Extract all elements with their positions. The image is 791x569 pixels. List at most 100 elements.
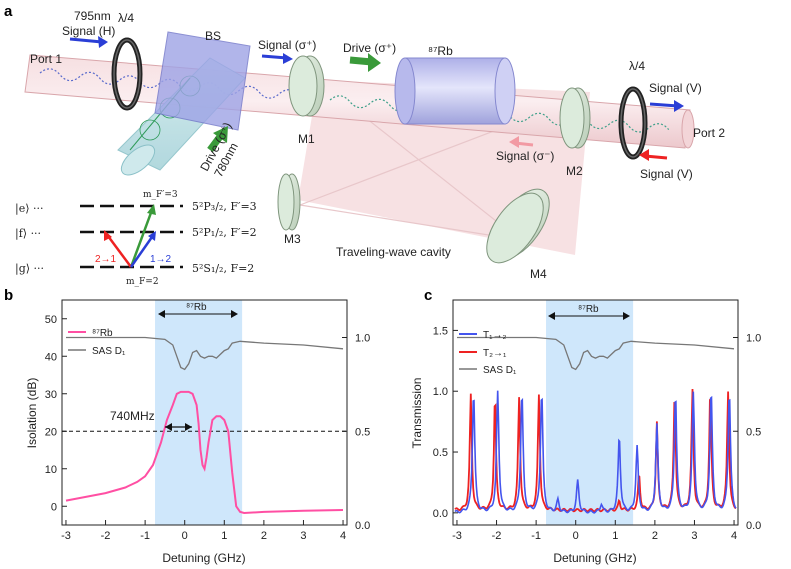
trans-12-label: 1→2: [150, 254, 172, 265]
panel-b-y-axis-left: 0 10 20 30 40 50: [45, 314, 67, 513]
panel-c-legend: T₁→₂ T₂→₁ SAS D₁: [459, 330, 517, 376]
panel-b: b -3 -2 -1 0 1 2 3 4 0 10 20 30 40 50 0.0 0.5 1.0 740M…: [4, 287, 370, 565]
term-g-label: 5²S₁/₂, F=2: [192, 262, 254, 275]
drive-transition-arrowhead: [147, 204, 156, 215]
rb-region-arrowhead-left: [158, 310, 165, 318]
t12-line: [454, 390, 737, 514]
panel-b-x-axis: -3 -2 -1 0 1 2 3 4: [61, 520, 346, 542]
signal-v-out-arrowhead: [674, 100, 684, 112]
panel-c-frame: [452, 299, 739, 526]
signal-sigma-minus-arrowhead: [509, 136, 519, 148]
m3-label: M3: [284, 232, 301, 246]
y-tick-label: 40: [45, 351, 57, 363]
panel-b-xlabel: Detuning (GHz): [162, 551, 245, 565]
beam-splitter: [154, 31, 251, 131]
rb-cell-face-left: [394, 57, 416, 125]
energy-level-diagram: |e⟩ ··· |f⟩ ··· |g⟩ ··· 5²P₃/₂, F′=3 5²P…: [15, 190, 257, 287]
panel-c-label: c: [424, 287, 432, 304]
panel-b-ylabel: Isolation (dB): [25, 378, 39, 449]
x-tick-label: -3: [61, 530, 71, 542]
rb-cell: [394, 57, 516, 125]
wavelength-795-label: 795nm: [74, 9, 111, 23]
drive-transition-arrow: [129, 209, 154, 268]
level-g-label: |g⟩ ···: [15, 262, 44, 276]
rb-region-shading: [155, 300, 243, 525]
annotation-arrowhead-right: [185, 423, 192, 431]
panel-b-legend: ⁸⁷Rb SAS D₁: [68, 328, 126, 357]
rb-region-arrowhead-right: [623, 312, 630, 320]
rb-label: ⁸⁷Rb: [428, 44, 453, 58]
arrows: [69, 36, 684, 161]
signal-h-label: Signal (H): [62, 24, 115, 38]
panel-c-x-axis: -3 -2 -1 0 1 2 3 4: [452, 520, 737, 542]
legend-sas-label: SAS D₁: [92, 346, 126, 357]
level-e-label: |e⟩ ···: [15, 202, 44, 216]
m3-face: [277, 173, 295, 231]
blue-transition-arrowhead: [148, 231, 156, 241]
legend-sas-label: SAS D₁: [483, 365, 517, 376]
m2-face: [559, 87, 585, 149]
legend-t21-label: T₂→₁: [483, 348, 507, 359]
rb87-isolation-line: [65, 390, 344, 515]
x-tick-label: 3: [691, 530, 697, 542]
signal-sigma-arrow: [261, 54, 288, 60]
x-tick-label: -2: [492, 530, 502, 542]
y-tick-label: 0: [51, 501, 57, 513]
mf-label: m_F=2: [126, 277, 159, 287]
x-tick-label: 0: [182, 530, 188, 542]
panel-c-y-axis-left: 0.0 0.5 1.0 1.5: [433, 325, 458, 520]
y-tick-label: 1.0: [433, 386, 448, 398]
rb-region-label: ⁸⁷Rb: [578, 304, 599, 315]
panel-b-frame: [61, 299, 348, 526]
rb-region-shading: [546, 300, 634, 525]
annotation-740mhz: 740MHz: [110, 409, 192, 431]
drive-beam-end: [120, 144, 156, 176]
term-f-label: 5²P₁/₂, F′=2: [192, 226, 257, 239]
x-tick-label: 1: [612, 530, 618, 542]
mirror-m1: [288, 55, 325, 117]
rb-region-arrow: ⁸⁷Rb: [548, 304, 630, 320]
y2-tick-label: 0.0: [355, 520, 370, 532]
m1-face: [288, 55, 318, 117]
signal-h-arrow: [69, 37, 103, 44]
y2-tick-label: 0.0: [746, 520, 761, 532]
y-tick-label: 50: [45, 314, 57, 326]
port2-label: Port 2: [693, 126, 725, 140]
m1-label: M1: [298, 132, 315, 146]
signal-h-arrowhead: [98, 36, 108, 48]
y-tick-label: 0.5: [433, 447, 448, 459]
panel-c-y-axis-right: 0.0 0.5 1.0: [733, 333, 761, 532]
signal-v-in-arrowhead: [639, 149, 649, 161]
m2-label: M2: [566, 164, 583, 178]
rb-region-arrow: ⁸⁷Rb: [158, 302, 238, 318]
y-tick-label: 10: [45, 464, 57, 476]
panel-b-label: b: [4, 287, 13, 304]
annotation-740mhz-label: 740MHz: [110, 409, 155, 423]
y-tick-label: 20: [45, 426, 57, 438]
cavity-beam-line: [299, 204, 521, 241]
panel-c-xlabel: Detuning (GHz): [553, 551, 636, 565]
drive-helix-ring: [139, 119, 161, 141]
signal-v-out-arrow: [649, 102, 679, 108]
drive-sigma-plus-label: Drive (σ⁺): [343, 41, 396, 55]
panel-a-label: a: [4, 3, 13, 20]
legend-t12-label: T₁→₂: [483, 330, 506, 341]
x-tick-label: -1: [140, 530, 150, 542]
legend-rb-label: ⁸⁷Rb: [92, 328, 113, 339]
red-transition-arrow: [106, 235, 133, 268]
trans-21-label: 2→1: [95, 254, 117, 265]
signal-wave-left: [39, 68, 320, 103]
panel-b-y-axis-right: 0.0 0.5 1.0: [342, 333, 370, 532]
rb-region-label: ⁸⁷Rb: [186, 302, 207, 313]
signal-v-bottom-label: Signal (V): [640, 167, 693, 181]
y-tick-label: 30: [45, 389, 57, 401]
signal-v-top-label: Signal (V): [649, 81, 702, 95]
x-tick-label: -3: [452, 530, 462, 542]
x-tick-label: 4: [731, 530, 737, 542]
y2-tick-label: 0.5: [746, 426, 761, 438]
signal-sigma-plus-label: Signal (σ⁺): [258, 38, 316, 52]
signal-sigma-minus-label: Signal (σ⁻): [496, 149, 554, 163]
rb-cell-body: [404, 57, 506, 125]
x-tick-label: 3: [300, 530, 306, 542]
